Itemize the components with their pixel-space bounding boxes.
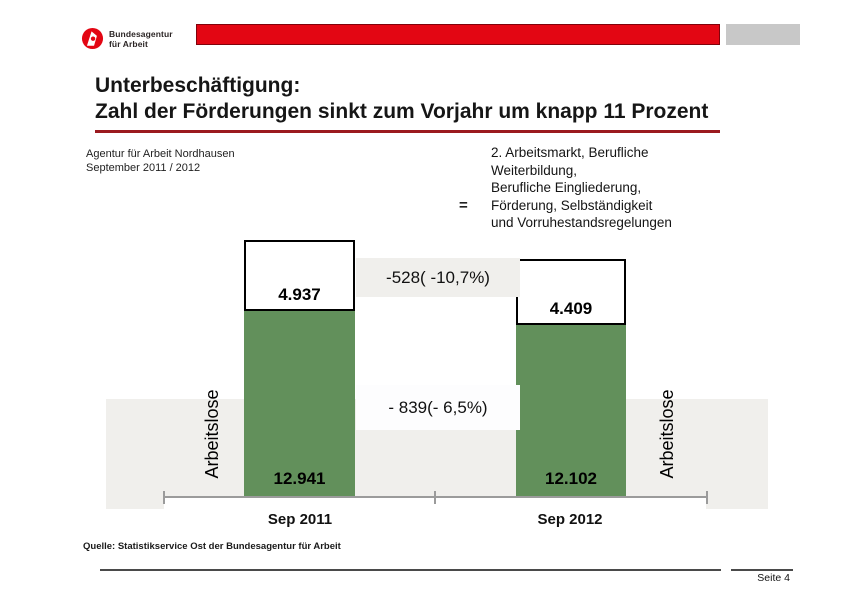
- x-axis-tick: [434, 491, 436, 504]
- title-underline: [95, 130, 720, 133]
- equals-sign: =: [459, 197, 468, 214]
- brand-name: Bundesagentur für Arbeit: [109, 29, 173, 49]
- bar-value-label: 4.409: [549, 299, 593, 318]
- slide-title-line2: Zahl der Förderungen sinkt zum Vorjahr u…: [95, 100, 709, 123]
- axis-label-arbeitslose-right: Arbeitslose: [657, 389, 677, 479]
- header-gray-bar: [726, 24, 800, 45]
- source-note: Quelle: Statistikservice Ost der Bundesa…: [83, 541, 341, 552]
- page-number: Seite 4: [757, 572, 790, 584]
- axis-label-arbeitslose-left: Arbeitslose: [202, 389, 222, 479]
- bar-sep2011-foerderungen: 4.937: [244, 240, 355, 311]
- note-line2: Weiterbildung,: [491, 162, 578, 178]
- category-label-sep2011: Sep 2011: [267, 511, 333, 528]
- brand-line2: für Arbeit: [109, 39, 148, 49]
- bar-sep2012-arbeitslose: 12.102: [516, 325, 626, 497]
- bar-value-label: 4.937: [278, 285, 321, 304]
- x-axis-tick: [706, 491, 708, 504]
- brand-line1: Bundesagentur: [109, 29, 173, 39]
- bar-sep2011-arbeitslose: 12.941: [244, 311, 355, 497]
- annotation-text: - 839(- 6,5%): [388, 397, 488, 417]
- annotation-foerderungen-change: -528( -10,7%): [356, 258, 520, 297]
- subtitle-block: Agentur für Arbeit Nordhausen September …: [86, 147, 235, 175]
- definition-note: 2. Arbeitsmarkt, Berufliche Weiterbildun…: [491, 144, 672, 232]
- bar-sep2012-foerderungen: 4.409: [516, 259, 626, 325]
- note-line4: Förderung, Selbständigkeit: [491, 197, 653, 213]
- annotation-text: -528( -10,7%): [386, 267, 490, 287]
- footer-divider-main: [100, 569, 721, 571]
- ba-logo-icon: [81, 27, 104, 50]
- category-label-sep2012: Sep 2012: [537, 511, 603, 528]
- annotation-arbeitslose-change: - 839(- 6,5%): [356, 385, 520, 430]
- footer-divider-short: [731, 569, 793, 571]
- note-line3: Berufliche Eingliederung,: [491, 180, 642, 196]
- bar-value-label: 12.102: [545, 469, 597, 488]
- bar-value-label: 12.941: [273, 469, 326, 488]
- note-line5: und Vorruhestandsregelungen: [491, 215, 672, 231]
- x-axis-tick: [163, 491, 165, 504]
- subtitle-line1: Agentur für Arbeit Nordhausen: [86, 148, 235, 160]
- subtitle-line2: September 2011 / 2012: [86, 162, 201, 174]
- slide-title: Unterbeschäftigung: Zahl der Förderungen…: [95, 73, 755, 125]
- note-line1: 2. Arbeitsmarkt, Berufliche: [491, 145, 649, 160]
- header-red-bar: [196, 24, 720, 45]
- slide-title-line1: Unterbeschäftigung:: [95, 74, 301, 97]
